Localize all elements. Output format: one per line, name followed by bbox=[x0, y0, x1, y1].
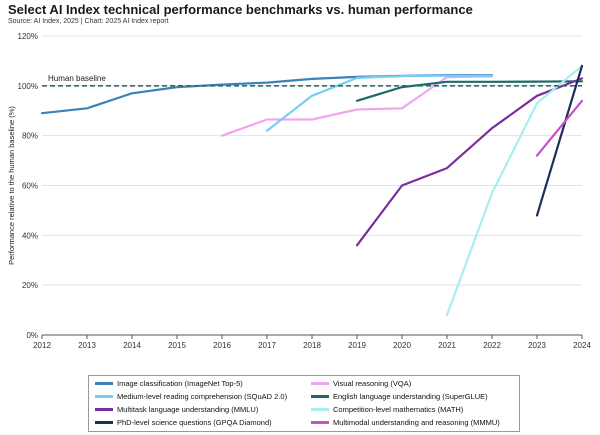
legend-swatch bbox=[311, 382, 329, 385]
series-line-2 bbox=[265, 74, 494, 132]
legend-swatch bbox=[95, 382, 113, 385]
x-tick-label: 2019 bbox=[348, 341, 366, 350]
x-tick-label: 2013 bbox=[78, 341, 96, 350]
x-tick-label: 2023 bbox=[528, 341, 546, 350]
y-tick-label: 120% bbox=[18, 32, 38, 41]
legend-swatch bbox=[95, 395, 113, 398]
y-tick-label: 60% bbox=[22, 182, 38, 191]
legend-swatch bbox=[311, 395, 329, 398]
legend-swatch bbox=[311, 408, 329, 411]
x-tick-label: 2020 bbox=[393, 341, 411, 350]
legend-item: Competition-level mathematics (MATH) bbox=[311, 405, 463, 414]
chart-area: 0% 20% 40% 60% 80% 100% 120% 2012 2013 2014 2015 20… bbox=[7, 32, 591, 350]
legend-item: Image classification (ImageNet Top-5) bbox=[95, 379, 243, 388]
x-tick-label: 2012 bbox=[33, 341, 51, 350]
y-tick-label: 80% bbox=[22, 132, 38, 141]
legend-swatch bbox=[95, 408, 113, 411]
x-tick-label: 2021 bbox=[438, 341, 456, 350]
legend-label: Multitask language understanding (MMLU) bbox=[117, 405, 259, 414]
legend-item: PhD-level science questions (GPQA Diamon… bbox=[95, 418, 272, 427]
legend-label: PhD-level science questions (GPQA Diamon… bbox=[117, 418, 272, 427]
series-line-0 bbox=[40, 73, 494, 115]
x-tick-label: 2015 bbox=[168, 341, 186, 350]
legend-item: Visual reasoning (VQA) bbox=[311, 379, 411, 388]
series-line-3 bbox=[355, 80, 584, 102]
legend-label: English language understanding (SuperGLU… bbox=[333, 392, 488, 401]
legend-swatch bbox=[311, 421, 329, 424]
y-tick-label: 100% bbox=[18, 82, 38, 91]
legend: Image classification (ImageNet Top-5) Vis… bbox=[88, 375, 520, 432]
series-line-6 bbox=[535, 64, 584, 217]
legend-item: English language understanding (SuperGLU… bbox=[311, 392, 488, 401]
legend-label: Image classification (ImageNet Top-5) bbox=[117, 379, 243, 388]
y-tick-label: 40% bbox=[22, 231, 38, 240]
y-tick-label: 0% bbox=[26, 331, 38, 340]
series-line-7 bbox=[535, 99, 584, 157]
legend-label: Medium-level reading comprehension (SQuA… bbox=[117, 392, 288, 401]
chart-subtitle: Source: AI Index, 2025 | Chart: 2025 AI … bbox=[8, 18, 169, 25]
legend-item: Medium-level reading comprehension (SQuA… bbox=[95, 392, 287, 401]
legend-label: Visual reasoning (VQA) bbox=[333, 379, 412, 388]
legend-label: Multimodal understanding and reasoning (… bbox=[333, 418, 500, 427]
x-tick-label: 2018 bbox=[303, 341, 321, 350]
y-axis-label: Performance relative to the human baseli… bbox=[7, 106, 16, 265]
chart-title: Select AI Index technical performance be… bbox=[8, 2, 473, 17]
y-tick-label: 20% bbox=[22, 281, 38, 290]
x-tick-label: 2014 bbox=[123, 341, 141, 350]
legend-item: Multimodal understanding and reasoning (… bbox=[311, 418, 500, 427]
legend-swatch bbox=[95, 421, 113, 424]
x-tick-label: 2017 bbox=[258, 341, 276, 350]
series-line-5 bbox=[445, 64, 584, 317]
legend-item: Multitask language understanding (MMLU) bbox=[95, 405, 258, 414]
series-line-4 bbox=[355, 77, 584, 247]
human-baseline-label: Human baseline bbox=[48, 74, 106, 83]
x-tick-label: 2016 bbox=[213, 341, 231, 350]
x-tick-label: 2022 bbox=[483, 341, 501, 350]
legend-label: Competition-level mathematics (MATH) bbox=[333, 405, 464, 414]
x-tick-label: 2024 bbox=[573, 341, 591, 350]
